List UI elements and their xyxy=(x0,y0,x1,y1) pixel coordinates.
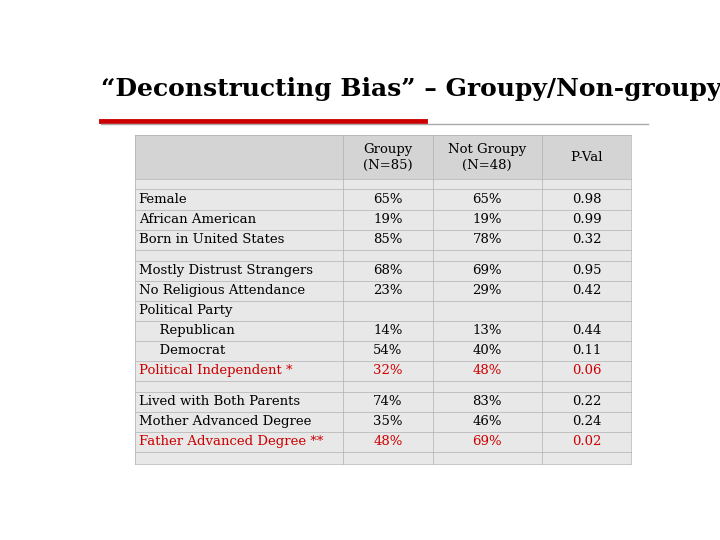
Text: 19%: 19% xyxy=(373,213,402,226)
Bar xyxy=(135,392,631,412)
Text: 13%: 13% xyxy=(472,324,502,338)
Text: 0.95: 0.95 xyxy=(572,264,601,277)
Text: 32%: 32% xyxy=(373,364,402,377)
Bar xyxy=(135,452,631,464)
Text: 0.44: 0.44 xyxy=(572,324,601,338)
Bar xyxy=(135,210,631,230)
Text: Republican: Republican xyxy=(151,324,235,338)
Text: Groupy
(N=85): Groupy (N=85) xyxy=(363,143,413,172)
Text: 0.22: 0.22 xyxy=(572,395,601,408)
Bar xyxy=(135,412,631,432)
Text: 0.42: 0.42 xyxy=(572,284,601,297)
Text: 65%: 65% xyxy=(472,193,502,206)
Bar xyxy=(135,361,631,381)
Text: 0.24: 0.24 xyxy=(572,415,601,428)
Text: 48%: 48% xyxy=(472,364,502,377)
Text: Not Groupy
(N=48): Not Groupy (N=48) xyxy=(448,143,526,172)
Text: 0.11: 0.11 xyxy=(572,344,601,357)
Text: Mostly Distrust Strangers: Mostly Distrust Strangers xyxy=(139,264,312,277)
Bar xyxy=(135,261,631,281)
Bar xyxy=(135,230,631,249)
Text: 0.98: 0.98 xyxy=(572,193,601,206)
Text: Political Independent *: Political Independent * xyxy=(139,364,292,377)
Text: No Religious Attendance: No Religious Attendance xyxy=(139,284,305,297)
Text: 68%: 68% xyxy=(373,264,402,277)
Text: 74%: 74% xyxy=(373,395,402,408)
Text: Father Advanced Degree **: Father Advanced Degree ** xyxy=(139,435,323,448)
Text: 69%: 69% xyxy=(472,264,502,277)
Text: 29%: 29% xyxy=(472,284,502,297)
Text: P-Val: P-Val xyxy=(570,151,603,164)
Text: 0.32: 0.32 xyxy=(572,233,601,246)
Text: African American: African American xyxy=(139,213,256,226)
Text: 69%: 69% xyxy=(472,435,502,448)
Bar xyxy=(135,281,631,301)
Text: 40%: 40% xyxy=(472,344,502,357)
Text: 0.02: 0.02 xyxy=(572,435,601,448)
Text: 46%: 46% xyxy=(472,415,502,428)
Bar xyxy=(135,301,631,321)
Text: 19%: 19% xyxy=(472,213,502,226)
Bar xyxy=(135,432,631,452)
Text: 65%: 65% xyxy=(373,193,402,206)
Text: Democrat: Democrat xyxy=(151,344,225,357)
Text: 0.06: 0.06 xyxy=(572,364,601,377)
Text: 23%: 23% xyxy=(373,284,402,297)
Bar xyxy=(135,341,631,361)
Bar xyxy=(135,179,631,190)
Text: Born in United States: Born in United States xyxy=(139,233,284,246)
Bar xyxy=(135,136,631,179)
Text: Lived with Both Parents: Lived with Both Parents xyxy=(139,395,300,408)
Text: 35%: 35% xyxy=(373,415,402,428)
Text: 85%: 85% xyxy=(373,233,402,246)
Text: 83%: 83% xyxy=(472,395,502,408)
Text: 48%: 48% xyxy=(373,435,402,448)
Text: 0.99: 0.99 xyxy=(572,213,601,226)
Text: Female: Female xyxy=(139,193,187,206)
Text: 78%: 78% xyxy=(472,233,502,246)
Bar xyxy=(135,190,631,210)
Text: “Deconstructing Bias” – Groupy/Non-groupy Correlates: “Deconstructing Bias” – Groupy/Non-group… xyxy=(101,77,720,102)
Text: Mother Advanced Degree: Mother Advanced Degree xyxy=(139,415,311,428)
Bar xyxy=(135,321,631,341)
Bar xyxy=(135,381,631,392)
Text: 54%: 54% xyxy=(373,344,402,357)
Bar xyxy=(135,249,631,261)
Text: 14%: 14% xyxy=(373,324,402,338)
Text: Political Party: Political Party xyxy=(139,304,232,317)
